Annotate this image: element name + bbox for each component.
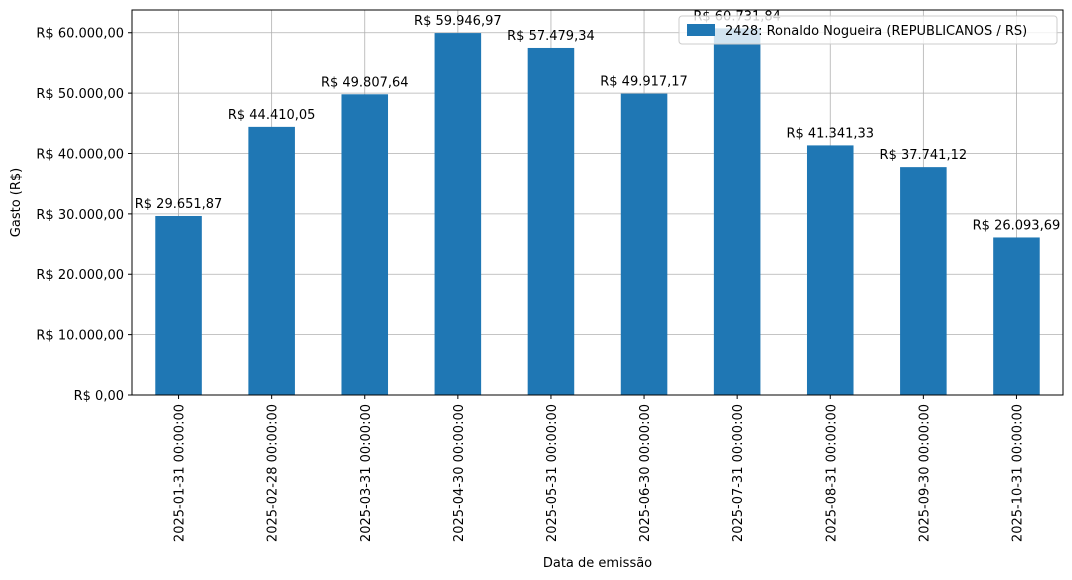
y-tick-label: R$ 50.000,00	[36, 87, 124, 102]
bar	[620, 93, 668, 395]
y-tick-label: R$ 30.000,00	[36, 208, 124, 223]
bar	[248, 126, 295, 395]
bar-value-label: R$ 26.093,69	[973, 218, 1061, 233]
legend-swatch	[687, 24, 715, 36]
bar-value-label: R$ 29.651,87	[135, 197, 223, 212]
bar-value-label: R$ 41.341,33	[786, 126, 874, 141]
y-tick-label: R$ 10.000,00	[36, 329, 124, 344]
y-axis: R$ 0,00 R$ 10.000,00 R$ 20.000,00 R$ 30.000…	[36, 27, 132, 404]
bar	[341, 94, 389, 395]
x-axis-label: Data de emissão	[543, 556, 652, 571]
x-tick-label: 2025-02-28 00:00:00	[266, 404, 281, 542]
x-tick-label: 2025-01-31 00:00:00	[173, 404, 188, 542]
x-axis: 2025-01-31 00:00:00 2025-02-28 00:00:00 20…	[173, 395, 1025, 542]
y-tick-label: R$ 0,00	[74, 389, 124, 404]
x-tick-label: 2025-10-31 00:00:00	[1010, 404, 1025, 542]
plot-frame	[131, 9, 1064, 396]
x-tick-label: 2025-03-31 00:00:00	[359, 404, 374, 542]
bar	[993, 237, 1040, 395]
x-tick-label: 2025-06-30 00:00:00	[638, 404, 653, 542]
legend: 2428: Ronaldo Nogueira (REPUBLICANOS / R…	[678, 15, 1058, 45]
y-axis-label: Gasto (R$)	[9, 168, 24, 237]
bar-value-label: R$ 49.917,17	[600, 75, 688, 90]
y-tick-label: R$ 40.000,00	[36, 147, 124, 162]
bar-value-label: R$ 49.807,64	[321, 75, 409, 90]
bar-value-label: R$ 59.946,97	[414, 14, 502, 29]
bar-value-label: R$ 37.741,12	[880, 148, 968, 163]
x-tick-label: 2025-09-30 00:00:00	[917, 404, 932, 542]
bar-value-label: R$ 44.410,05	[228, 108, 316, 123]
legend-label: 2428: Ronaldo Nogueira (REPUBLICANOS / R…	[725, 24, 1027, 39]
bars	[155, 28, 1040, 396]
bar	[155, 215, 202, 395]
x-tick-label: 2025-07-31 00:00:00	[731, 404, 746, 542]
legend-box	[678, 15, 1058, 45]
y-tick-label: R$ 20.000,00	[36, 268, 124, 283]
bar-value-label: R$ 57.479,34	[507, 29, 595, 44]
bar	[527, 47, 575, 395]
bar	[434, 33, 482, 395]
x-tick-label: 2025-08-31 00:00:00	[824, 404, 839, 542]
y-tick-label: R$ 60.000,00	[36, 27, 124, 42]
x-tick-label: 2025-05-31 00:00:00	[545, 404, 560, 542]
bar	[900, 167, 947, 395]
bar	[713, 28, 761, 396]
bar	[806, 145, 854, 395]
x-tick-label: 2025-04-30 00:00:00	[452, 404, 467, 542]
